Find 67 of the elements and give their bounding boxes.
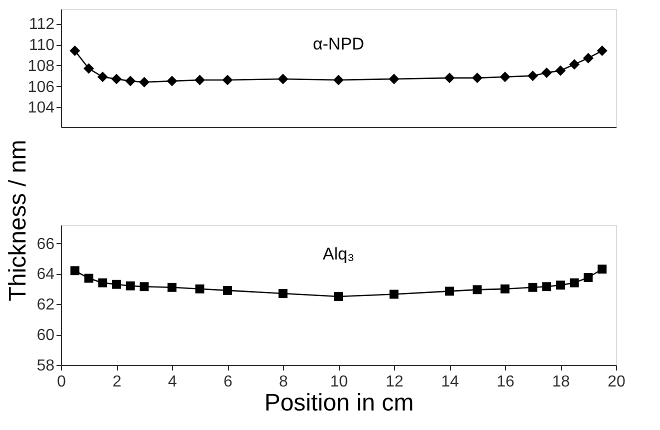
- point: [334, 292, 343, 301]
- point: [140, 282, 149, 292]
- y-tick-label: 66: [36, 236, 55, 253]
- point: [195, 284, 204, 294]
- y-tick-label: 110: [28, 37, 55, 54]
- point: [70, 266, 80, 276]
- x-tick-label: 0: [57, 374, 66, 390]
- point: [555, 65, 566, 76]
- point: [84, 274, 94, 283]
- x-tick-label: 6: [224, 374, 233, 390]
- point: [444, 72, 455, 84]
- y-tick-label: 62: [36, 296, 55, 314]
- point: [139, 76, 150, 88]
- point: [125, 76, 136, 86]
- point: [278, 289, 288, 298]
- y-tick-label: 108: [28, 58, 55, 75]
- point: [97, 72, 108, 82]
- point: [500, 72, 510, 82]
- point: [472, 72, 482, 84]
- point: [445, 286, 454, 296]
- point: [528, 70, 538, 82]
- point: [166, 76, 178, 86]
- point: [98, 278, 108, 288]
- x-tick-label: 8: [279, 374, 288, 390]
- point: [556, 280, 565, 290]
- x-tick-label: 20: [608, 374, 626, 390]
- x-axis-title: Position in cm: [264, 390, 414, 416]
- y-axis-title: Thickness / nm: [4, 140, 32, 302]
- y-tick-label: 60: [36, 327, 55, 344]
- point: [583, 52, 594, 64]
- point: [112, 280, 121, 289]
- point: [541, 67, 552, 78]
- point: [596, 46, 608, 56]
- series-label: Alq₃: [322, 244, 354, 264]
- x-tick-label: 16: [496, 374, 514, 390]
- x-tick-label: 2: [112, 374, 122, 390]
- point: [390, 290, 398, 299]
- point: [278, 74, 288, 84]
- point: [333, 74, 344, 86]
- point: [472, 285, 482, 294]
- point: [388, 74, 400, 84]
- point: [111, 74, 122, 84]
- point: [222, 74, 233, 86]
- y-tick-label: 106: [28, 78, 55, 96]
- point: [569, 59, 580, 70]
- point: [598, 264, 607, 274]
- point: [223, 286, 232, 295]
- point: [84, 63, 94, 74]
- point: [542, 282, 552, 292]
- y-tick-label: 58: [36, 358, 55, 374]
- point: [570, 278, 579, 288]
- point: [194, 74, 205, 86]
- point: [584, 273, 593, 282]
- y-tick-label: 112: [28, 16, 55, 34]
- point: [168, 282, 176, 292]
- point: [126, 281, 135, 290]
- y-tick-label: 104: [28, 100, 55, 117]
- point: [528, 282, 538, 292]
- x-tick-label: 14: [441, 374, 459, 390]
- point: [70, 46, 80, 56]
- x-tick-label: 4: [168, 374, 178, 390]
- x-tick-label: 10: [330, 374, 348, 390]
- point: [500, 284, 510, 294]
- y-tick-label: 64: [36, 266, 55, 284]
- x-tick-label: 12: [386, 374, 404, 390]
- series-label: α-NPD: [312, 34, 364, 54]
- x-tick-label: 18: [552, 374, 570, 390]
